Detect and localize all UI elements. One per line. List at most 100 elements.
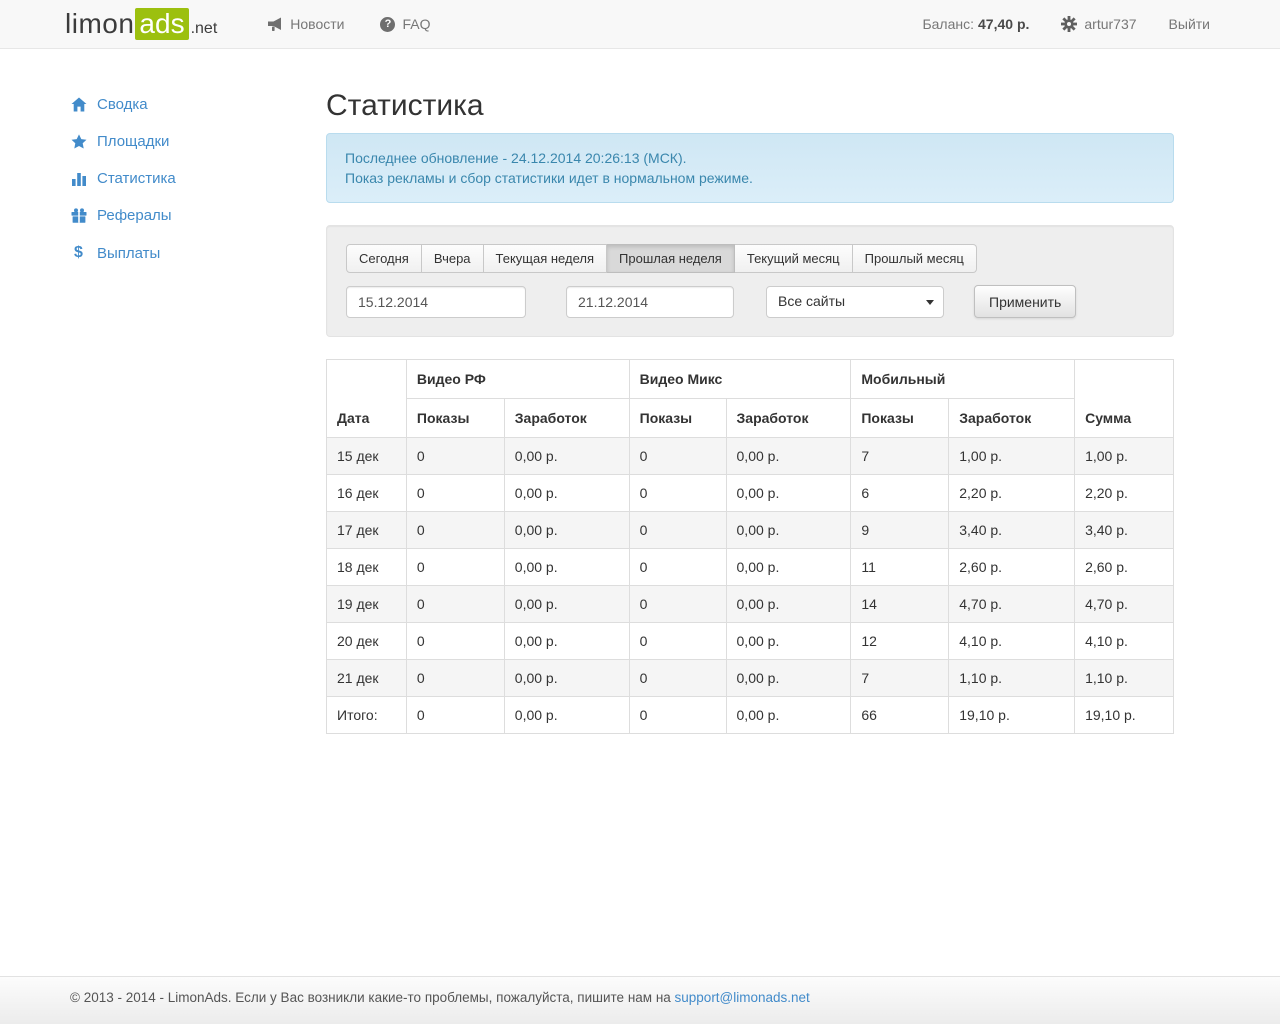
row-date-cell: 18 дек [326, 548, 407, 586]
table-row: 16 дек 0 0,00 р. 0 0,00 р. 6 2,20 р. 2,20 р. [326, 474, 1174, 512]
table-cell: 0,00 р. [725, 622, 852, 660]
support-email-link[interactable]: support@limonads.net [674, 990, 810, 1005]
table-cell: 9 [850, 511, 950, 549]
table-row: 19 дек 0 0,00 р. 0 0,00 р. 14 4,70 р. 4,70 р. [326, 585, 1174, 623]
table-cell: 0 [405, 511, 505, 549]
period-tab[interactable]: Прошлый месяц [852, 244, 977, 273]
sidebar-item-payouts[interactable]: $ Выплаты [70, 234, 326, 272]
gear-icon [1061, 16, 1078, 32]
row-date-cell: 19 дек [326, 585, 407, 623]
table-cell: 0 [405, 474, 505, 512]
sidebar-item-statistics[interactable]: Статистика [70, 160, 326, 197]
question-circle-icon: ? [380, 16, 396, 32]
col-group-video-rf: Видео РФ [405, 359, 630, 399]
logout-link[interactable]: Выйти [1169, 16, 1210, 32]
table-cell: 0,00 р. [725, 511, 852, 549]
site-select-value: Все сайты [778, 292, 846, 309]
table-cell: 11 [850, 548, 950, 586]
sidebar-item-sites[interactable]: Площадки [70, 123, 326, 160]
period-tab[interactable]: Сегодня [346, 244, 422, 273]
info-alert: Последнее обновление - 24.12.2014 20:26:… [326, 133, 1174, 203]
col-group-mobile: Мобильный [850, 359, 1076, 399]
brand-logo[interactable]: limon ads .net [65, 8, 217, 40]
balance-label: Баланс: [922, 16, 975, 32]
table-cell: 0,00 р. [725, 696, 852, 734]
table-cell: 0,00 р. [503, 548, 630, 586]
page-footer: © 2013 - 2014 - LimonAds. Если у Вас воз… [0, 976, 1280, 1024]
col-header-sum: Сумма [1074, 359, 1174, 438]
table-cell: 0 [405, 659, 505, 697]
username: artur737 [1084, 16, 1137, 32]
table-cell: 6 [850, 474, 950, 512]
table-cell: 0 [628, 474, 727, 512]
table-cell: 1,00 р. [948, 437, 1076, 475]
period-tab[interactable]: Вчера [421, 244, 484, 273]
account-settings-link[interactable]: artur737 [1061, 16, 1137, 32]
table-cell: 66 [850, 696, 950, 734]
nav-faq-link[interactable]: ? FAQ [380, 16, 430, 32]
table-subheader-row: Показы Заработок Показы Заработок Показы… [327, 398, 1174, 438]
table-cell: 0,00 р. [503, 585, 630, 623]
table-group-header-row: Дата Видео РФ Видео Микс Мобильный Сумма [326, 359, 1174, 438]
table-cell: 14 [850, 585, 950, 623]
table-cell: 3,40 р. [948, 511, 1076, 549]
table-cell: 0 [628, 548, 727, 586]
sidebar-item-label: Сводка [97, 96, 148, 113]
period-tab[interactable]: Прошлая неделя [607, 244, 735, 273]
row-date-cell: 20 дек [326, 622, 407, 660]
sidebar-item-summary[interactable]: Сводка [70, 86, 326, 123]
table-cell: 0 [405, 437, 505, 475]
megaphone-icon [267, 17, 283, 32]
table-row: 20 дек 0 0,00 р. 0 0,00 р. 12 4,10 р. 4,10 р. [326, 622, 1174, 660]
date-from-input[interactable] [346, 285, 526, 318]
row-date-cell: Итого: [326, 696, 407, 734]
main-panel: Статистика Последнее обновление - 24.12.… [326, 49, 1174, 734]
table-cell: 0 [405, 696, 505, 734]
apply-button[interactable]: Применить [974, 285, 1077, 318]
site-select[interactable]: Все сайты [766, 285, 944, 318]
table-cell: 2,20 р. [1074, 474, 1174, 512]
col-header-earn: Заработок [948, 398, 1076, 438]
main-nav: Новости ? FAQ [267, 16, 430, 32]
table-cell: 2,60 р. [1074, 548, 1174, 586]
col-header-shows: Показы [628, 398, 727, 438]
sidebar-item-referrals[interactable]: Рефералы [70, 197, 326, 234]
sidebar-item-label: Выплаты [97, 244, 161, 262]
nav-news-link[interactable]: Новости [267, 16, 344, 32]
table-cell: 2,60 р. [948, 548, 1076, 586]
brand-ads: ads [135, 8, 189, 40]
table-cell: 0,00 р. [503, 696, 630, 734]
stats-table: Дата Видео РФ Видео Микс Мобильный Сумма… [326, 359, 1174, 734]
row-date-cell: 16 дек [326, 474, 407, 512]
filter-panel: Сегодня Вчера Текущая неделя Прошлая неделя… [326, 225, 1174, 337]
alert-line-2: Показ рекламы и сбор статистики идет в н… [345, 170, 753, 186]
table-cell: 3,40 р. [1074, 511, 1174, 549]
col-header-shows: Показы [850, 398, 950, 438]
table-cell: 0,00 р. [503, 511, 630, 549]
table-cell: 0 [628, 585, 727, 623]
top-navbar: limon ads .net Новости ? FAQ Баланс: 47,40 … [0, 0, 1280, 49]
sidebar-item-label: Рефералы [97, 207, 172, 224]
col-header-earn: Заработок [725, 398, 852, 438]
period-tab[interactable]: Текущая неделя [483, 244, 608, 273]
table-cell: 0 [405, 548, 505, 586]
date-to-input[interactable] [566, 285, 734, 318]
table-cell: 0,00 р. [725, 585, 852, 623]
row-date-cell: 21 дек [326, 659, 407, 697]
table-cell: 7 [850, 659, 950, 697]
home-icon [70, 97, 87, 112]
period-tab[interactable]: Текущий месяц [734, 244, 853, 273]
table-cell: 0,00 р. [725, 474, 852, 512]
table-cell: 0 [405, 585, 505, 623]
page-title: Статистика [326, 89, 484, 122]
table-cell: 19,10 р. [948, 696, 1076, 734]
dollar-icon: $ [74, 244, 83, 261]
chevron-down-icon [926, 299, 934, 305]
sidebar-item-label: Площадки [97, 133, 170, 150]
table-cell: 1,10 р. [948, 659, 1076, 697]
navbar-right: Баланс: 47,40 р. artur737 Выйти [922, 16, 1210, 32]
star-icon [70, 134, 87, 149]
table-cell: 0 [405, 622, 505, 660]
table-row: 15 дек 0 0,00 р. 0 0,00 р. 7 1,00 р. 1,00 р. [326, 437, 1174, 475]
table-cell: 2,20 р. [948, 474, 1076, 512]
